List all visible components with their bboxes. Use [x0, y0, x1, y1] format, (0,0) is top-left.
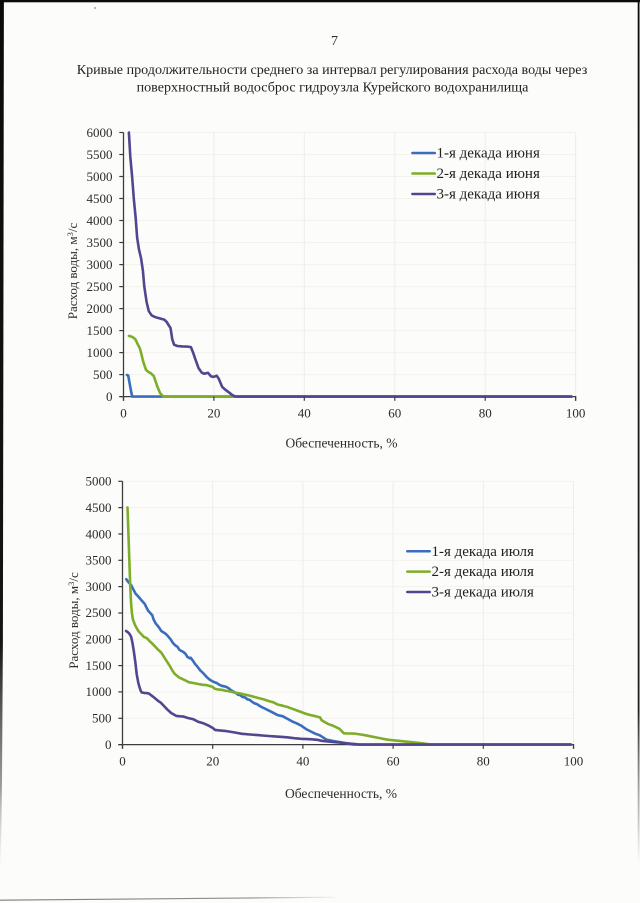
svg-text:3500: 3500	[87, 235, 113, 250]
svg-text:20: 20	[206, 754, 219, 769]
svg-text:4500: 4500	[86, 500, 112, 515]
svg-text:500: 500	[93, 367, 113, 382]
svg-text:2500: 2500	[87, 279, 113, 294]
svg-text:1-я декада июля: 1-я декада июля	[432, 544, 535, 560]
svg-text:3000: 3000	[87, 257, 113, 272]
svg-text:500: 500	[92, 711, 112, 726]
svg-text:80: 80	[477, 754, 490, 769]
svg-text:100: 100	[564, 754, 584, 769]
svg-text:4000: 4000	[86, 526, 112, 541]
svg-text:5000: 5000	[87, 169, 113, 184]
svg-text:1000: 1000	[86, 684, 112, 699]
svg-text:поверхностный водосброс гидроу: поверхностный водосброс гидроузла Курейс…	[137, 79, 530, 95]
svg-text:4000: 4000	[87, 213, 113, 228]
svg-text:Обеспеченность, %: Обеспеченность, %	[285, 786, 397, 801]
svg-text:2500: 2500	[86, 605, 112, 620]
svg-text:0: 0	[105, 737, 112, 752]
svg-text:Расход воды, м3/с: Расход воды, м3/с	[65, 223, 80, 320]
svg-text:2-я декада июня: 2-я декада июня	[437, 166, 540, 182]
svg-text:2000: 2000	[86, 632, 112, 647]
svg-text:Расход воды, м3/с: Расход воды, м3/с	[66, 572, 81, 669]
svg-text:0: 0	[106, 389, 113, 404]
svg-text:1500: 1500	[87, 323, 113, 338]
svg-text:0: 0	[120, 406, 127, 421]
svg-text:2-я декада июля: 2-я декада июля	[432, 564, 535, 580]
svg-text:100: 100	[566, 406, 586, 421]
svg-text:0: 0	[119, 754, 126, 769]
svg-text:Кривые продолжительности средн: Кривые продолжительности среднего за инт…	[77, 62, 588, 78]
svg-text:3500: 3500	[86, 553, 112, 568]
svg-text:Обеспеченность, %: Обеспеченность, %	[285, 436, 397, 451]
svg-text:40: 40	[296, 754, 309, 769]
svg-text:2000: 2000	[87, 301, 113, 316]
svg-text:7: 7	[331, 34, 338, 49]
svg-text:20: 20	[207, 406, 220, 421]
svg-text:1-я декада июня: 1-я декада июня	[437, 146, 540, 162]
svg-text:3-я декада июля: 3-я декада июля	[432, 585, 535, 601]
svg-text:3000: 3000	[86, 579, 112, 594]
svg-text:3-я декада июня: 3-я декада июня	[437, 187, 540, 203]
svg-text:60: 60	[387, 754, 400, 769]
svg-text:40: 40	[298, 406, 311, 421]
svg-text:5000: 5000	[86, 474, 112, 489]
svg-text:80: 80	[479, 406, 492, 421]
svg-text:60: 60	[388, 406, 401, 421]
svg-text:5500: 5500	[87, 147, 113, 162]
svg-text:6000: 6000	[87, 125, 113, 140]
svg-text:4500: 4500	[87, 191, 113, 206]
svg-text:1500: 1500	[86, 658, 112, 673]
svg-text:1000: 1000	[87, 345, 113, 360]
